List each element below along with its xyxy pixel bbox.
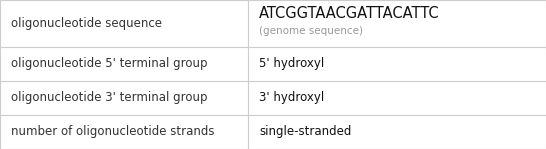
Text: ATCGGTAACGATTACATTC: ATCGGTAACGATTACATTC xyxy=(259,6,440,21)
Text: oligonucleotide 5' terminal group: oligonucleotide 5' terminal group xyxy=(11,57,207,70)
Text: number of oligonucleotide strands: number of oligonucleotide strands xyxy=(11,125,215,138)
Text: oligonucleotide sequence: oligonucleotide sequence xyxy=(11,17,162,30)
Text: oligonucleotide 3' terminal group: oligonucleotide 3' terminal group xyxy=(11,91,207,104)
Text: single-stranded: single-stranded xyxy=(259,125,352,138)
Text: 5' hydroxyl: 5' hydroxyl xyxy=(259,57,325,70)
Text: (genome sequence): (genome sequence) xyxy=(259,26,363,36)
Text: 3' hydroxyl: 3' hydroxyl xyxy=(259,91,325,104)
